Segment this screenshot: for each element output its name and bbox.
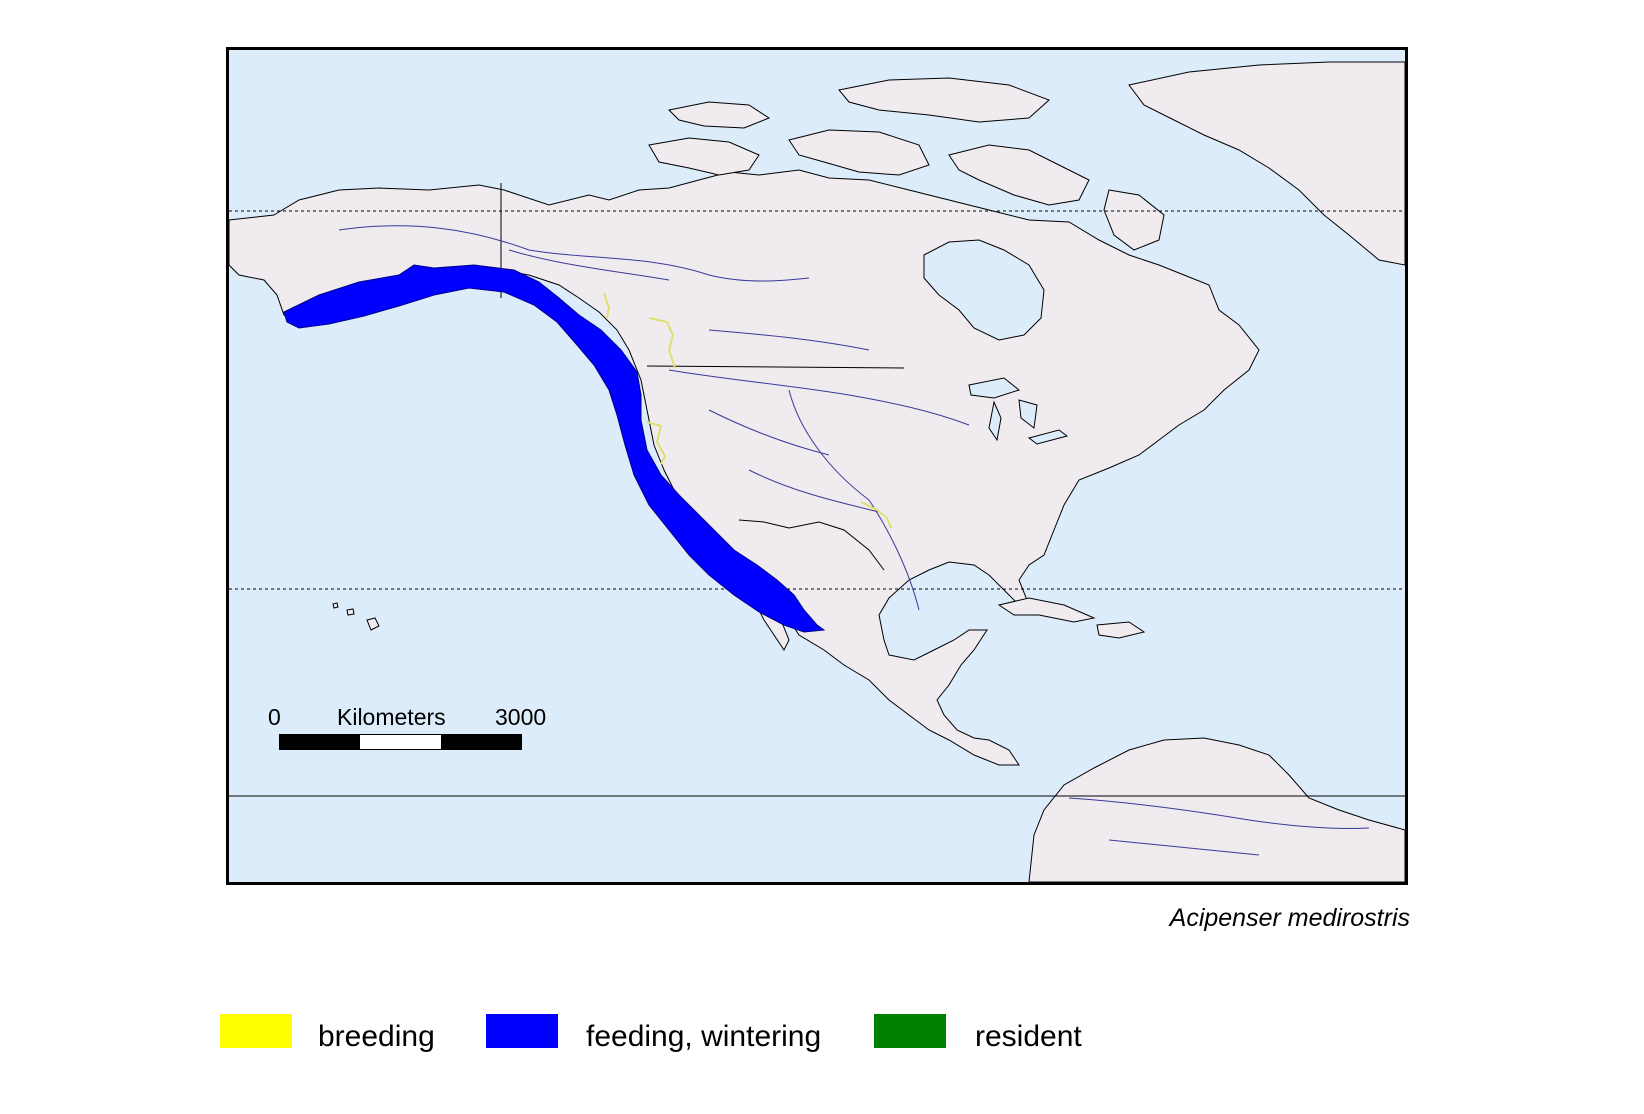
- hawaii-island: [346, 608, 355, 616]
- river: [708, 329, 870, 351]
- us-mexico-border: [738, 519, 885, 571]
- scale-end-label: 3000: [495, 704, 547, 730]
- arctic-island: [648, 137, 760, 176]
- arctic-island: [838, 77, 1050, 123]
- great-lake: [1027, 429, 1069, 445]
- legend-swatch-feeding-wintering: [486, 1014, 558, 1048]
- legend-label-resident: resident: [975, 1020, 1082, 1053]
- river: [1068, 797, 1370, 830]
- legend-swatch-resident: [874, 1014, 946, 1048]
- scale-unit-label: Kilometers: [337, 704, 446, 730]
- great-lake: [968, 377, 1021, 399]
- arctic-island: [788, 129, 930, 176]
- river: [338, 225, 810, 282]
- arctic-island: [948, 144, 1090, 206]
- hispaniola-island: [1096, 621, 1146, 639]
- legend-swatch-breeding: [220, 1014, 292, 1048]
- south-america-land: [1028, 737, 1405, 882]
- scale-bar: [279, 734, 522, 750]
- map-frame: 0 Kilometers 3000: [226, 47, 1408, 885]
- breeding-river: [646, 421, 667, 465]
- great-lake: [1018, 399, 1038, 429]
- scale-start-label: 0: [268, 704, 281, 730]
- river: [748, 469, 880, 513]
- range-breeding: [603, 292, 892, 529]
- arctic-island: [1103, 189, 1165, 251]
- great-lake: [988, 400, 1002, 442]
- breeding-river: [648, 317, 676, 369]
- rivers: [338, 225, 1370, 856]
- breeding-river: [603, 292, 611, 319]
- hudson-bay: [923, 239, 1045, 341]
- legend-label-breeding: breeding: [318, 1020, 435, 1053]
- cuba-island: [997, 597, 1096, 623]
- scale-bar-segment: [440, 735, 521, 749]
- breeding-river: [860, 501, 892, 529]
- arctic-island: [667, 101, 771, 129]
- greenland-land: [1128, 61, 1405, 266]
- range-map: [229, 50, 1405, 882]
- species-name: Acipenser medirostris: [1169, 904, 1410, 932]
- river: [508, 249, 670, 281]
- river: [668, 369, 970, 426]
- hawaii-island: [366, 617, 380, 631]
- river: [1108, 839, 1260, 856]
- river: [788, 389, 920, 611]
- range-feeding-wintering: [283, 264, 826, 633]
- legend-label-feeding-wintering: feeding, wintering: [586, 1020, 822, 1053]
- graticule: [229, 210, 1405, 797]
- us-canada-border: [646, 365, 905, 369]
- hawaii-island: [332, 602, 339, 609]
- river: [708, 409, 830, 456]
- scale-bar-segment: [360, 735, 441, 749]
- scale-bar-segment: [280, 735, 361, 749]
